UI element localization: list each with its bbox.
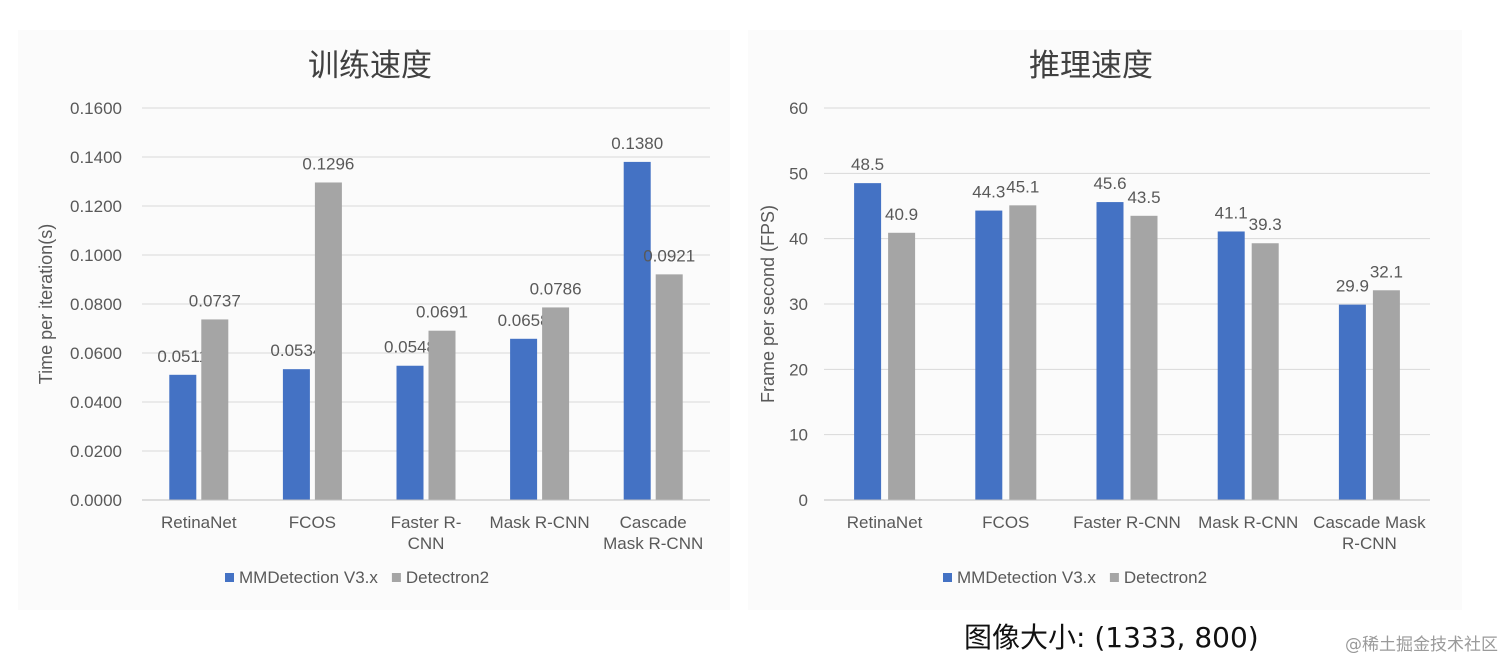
- data-label: 39.3: [1249, 215, 1282, 234]
- x-tick-label: R-CNN: [1342, 534, 1397, 553]
- data-label: 0.1296: [302, 154, 354, 173]
- legend-entry: Detectron2: [1124, 568, 1207, 587]
- legend-entry: MMDetection V3.x: [957, 568, 1096, 587]
- bar: [1096, 202, 1124, 500]
- image-size-caption: 图像大小: (1333, 800): [964, 621, 1259, 654]
- data-label: 0.0548: [384, 338, 436, 357]
- y-tick-label: 40: [789, 230, 808, 249]
- data-label: 0.0658: [498, 311, 550, 330]
- data-label: 0.0511: [157, 347, 208, 366]
- data-label: 0.1380: [611, 134, 663, 153]
- legend-swatch: [225, 573, 234, 582]
- x-tick-label: Cascade Mask: [1313, 513, 1426, 532]
- legend-swatch: [943, 573, 952, 582]
- bar: [201, 319, 229, 500]
- bar: [510, 338, 538, 500]
- y-axis-label: Time per iteration(s): [36, 224, 56, 384]
- y-tick-label: 30: [789, 295, 808, 314]
- bar: [1130, 215, 1158, 501]
- bar: [1372, 290, 1400, 500]
- x-tick-label: CNN: [408, 534, 445, 553]
- y-tick-label: 0.0200: [70, 442, 122, 461]
- data-label: 48.5: [851, 155, 884, 174]
- chart-title: 训练速度: [308, 48, 432, 84]
- data-label: 0.0921: [643, 246, 695, 265]
- chart-title: 推理速度: [1029, 48, 1153, 84]
- legend-entry: Detectron2: [406, 568, 489, 587]
- x-tick-label: FCOS: [982, 513, 1029, 532]
- legend-swatch: [1109, 573, 1119, 582]
- y-tick-label: 0.0800: [70, 295, 122, 314]
- bar: [314, 182, 342, 501]
- x-tick-label: FCOS: [289, 513, 336, 532]
- bar: [542, 307, 570, 500]
- x-tick-label: Faster R-CNN: [1073, 513, 1181, 532]
- y-tick-label: 0: [799, 491, 808, 510]
- y-tick-label: 10: [789, 426, 808, 445]
- x-tick-label: Mask R-CNN: [490, 513, 590, 532]
- data-label: 45.6: [1093, 174, 1126, 193]
- y-axis-label: Frame per second (FPS): [758, 205, 778, 403]
- y-tick-label: 60: [789, 99, 808, 118]
- bar: [428, 330, 456, 500]
- bar: [396, 365, 424, 500]
- legend-swatch: [391, 573, 401, 582]
- x-tick-label: Cascade: [620, 513, 687, 532]
- data-label: 32.1: [1370, 262, 1403, 281]
- x-tick-label: RetinaNet: [161, 513, 237, 532]
- bar: [1251, 243, 1279, 501]
- data-label: 0.0691: [416, 303, 468, 322]
- y-tick-label: 0.1000: [70, 246, 122, 265]
- y-tick-label: 0.1200: [70, 197, 122, 216]
- data-label: 40.9: [885, 205, 918, 224]
- bar: [854, 183, 882, 500]
- bar: [1009, 205, 1037, 500]
- x-tick-label: Faster R-: [391, 513, 462, 532]
- y-tick-label: 0.0400: [70, 393, 122, 412]
- data-label: 0.0786: [530, 279, 582, 298]
- bar: [623, 161, 651, 500]
- y-tick-label: 50: [789, 164, 808, 183]
- watermark-text: @稀土掘金技术社区: [1345, 635, 1498, 655]
- data-label: 29.9: [1336, 277, 1369, 296]
- training-speed-chart: 训练速度 0.0000 0.0200 0.0400 0.0600 0.0800 0.1000…: [36, 48, 710, 587]
- y-tick-label: 0.0000: [70, 491, 122, 510]
- bar: [1217, 231, 1245, 501]
- inference-speed-chart: 推理速度 0 10 20 30 40 50 60 Frame per second (FPS) 4…: [758, 48, 1430, 587]
- bar: [1338, 304, 1366, 500]
- x-tick-label: RetinaNet: [847, 513, 923, 532]
- bar: [888, 232, 916, 500]
- data-label: 44.3: [972, 183, 1005, 202]
- bar: [282, 369, 310, 500]
- data-label: 0.0737: [189, 291, 241, 310]
- training-speed-chart-panel: 训练速度 0.0000 0.0200 0.0400 0.0600 0.0800 0.1000…: [18, 30, 730, 610]
- data-label: 41.1: [1215, 203, 1248, 222]
- inference-speed-chart-panel: 推理速度 0 10 20 30 40 50 60 Frame per second (FPS) 4…: [748, 30, 1462, 610]
- x-tick-label: Mask R-CNN: [603, 534, 703, 553]
- data-label: 43.5: [1127, 188, 1160, 207]
- x-tick-label: Mask R-CNN: [1198, 513, 1298, 532]
- y-tick-label: 0.0600: [70, 344, 122, 363]
- data-label: 45.1: [1006, 177, 1039, 196]
- y-tick-label: 20: [789, 360, 808, 379]
- y-tick-label: 0.1600: [70, 99, 122, 118]
- y-tick-label: 0.1400: [70, 148, 122, 167]
- data-label: 0.0534: [270, 341, 322, 360]
- legend-entry: MMDetection V3.x: [239, 568, 378, 587]
- bar: [169, 374, 197, 500]
- bar: [655, 274, 683, 500]
- bar: [975, 210, 1003, 500]
